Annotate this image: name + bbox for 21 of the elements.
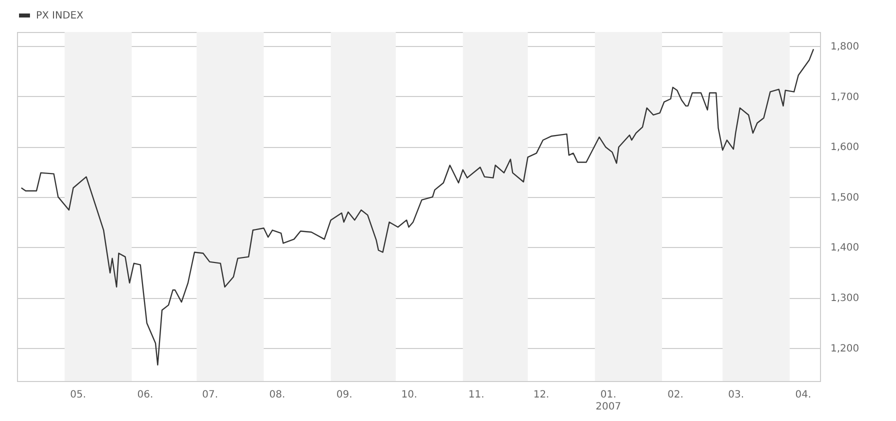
legend-label: PX INDEX <box>36 10 84 22</box>
x-tick-label: 07. <box>202 390 218 400</box>
x-tick-label: 06. <box>137 390 154 400</box>
y-tick-label: 1,800 <box>830 42 860 53</box>
x-tick-label: 03. <box>728 390 744 400</box>
x-tick-label: 08. <box>269 390 286 400</box>
y-tick-label: 1,600 <box>830 142 860 154</box>
x-tick-label: 01. 2007 <box>596 390 622 412</box>
line-series <box>20 48 814 366</box>
x-tick-label: 02. <box>668 390 684 400</box>
x-tick-label: 05. <box>70 390 86 400</box>
x-tick-label: 12. <box>533 390 550 400</box>
x-tick-label: 09. <box>336 390 352 400</box>
x-tick-label: 04. <box>795 390 812 400</box>
x-tick-label: 11. <box>468 390 484 400</box>
y-tick-label: 1,300 <box>830 293 860 304</box>
y-tick-label: 1,400 <box>830 242 860 254</box>
x-tick-label: 10. <box>401 390 418 400</box>
y-tick-label: 1,500 <box>830 192 860 204</box>
y-tick-label: 1,200 <box>830 343 860 354</box>
y-tick-label: 1,700 <box>830 92 860 103</box>
